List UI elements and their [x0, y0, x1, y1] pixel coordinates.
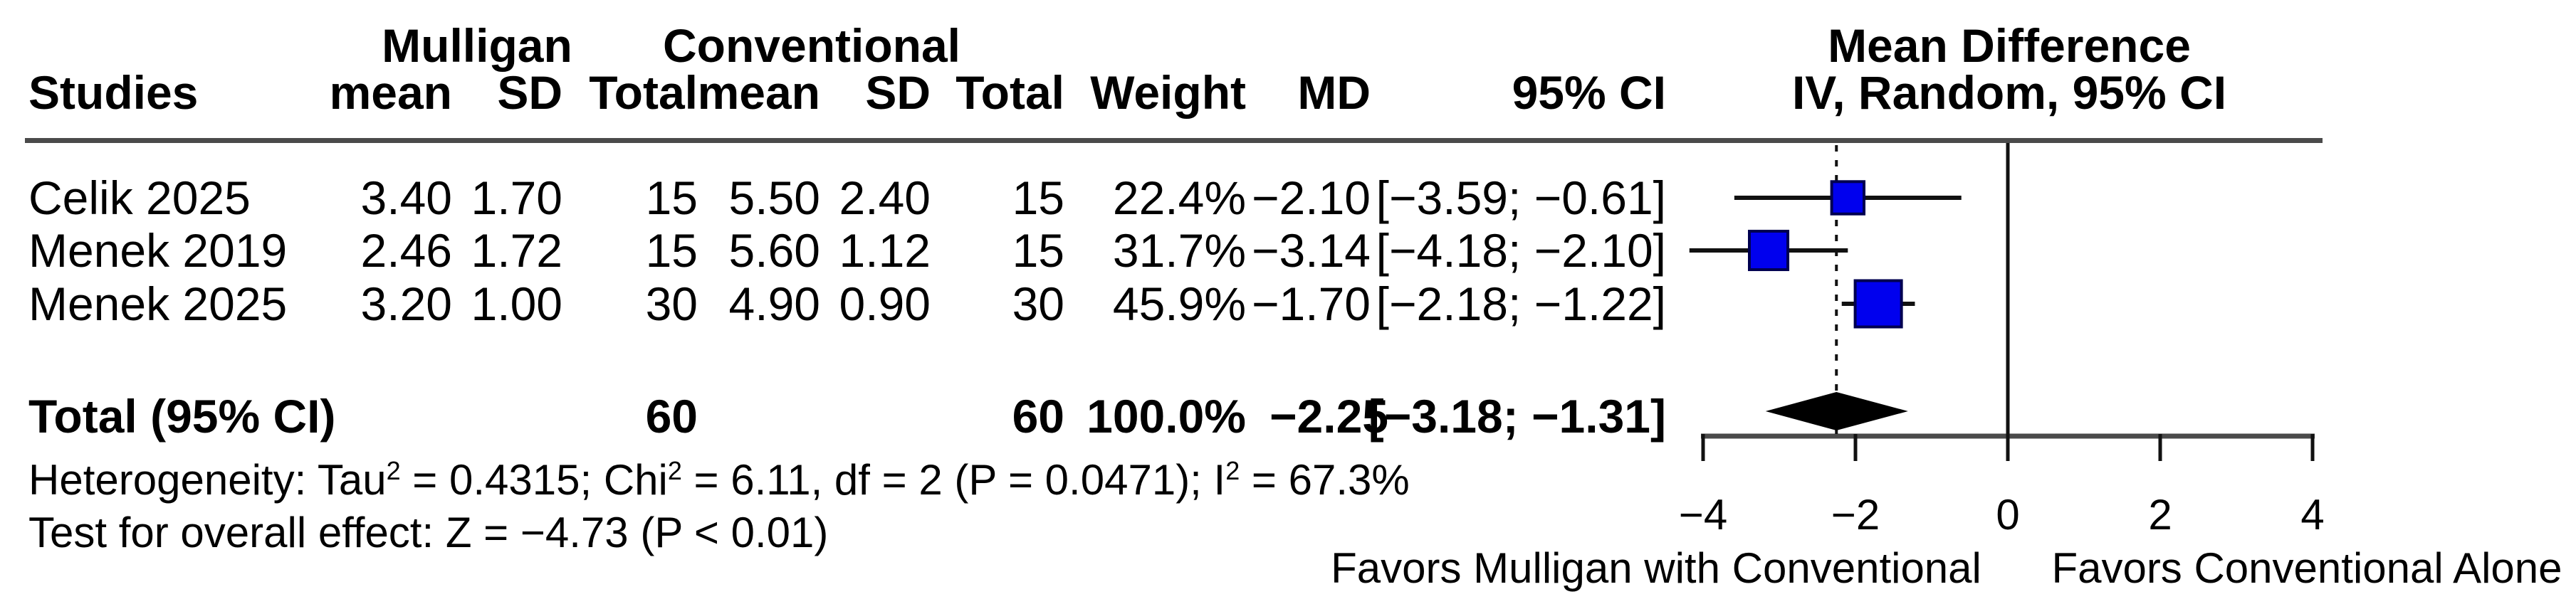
- column-header-weight: Weight: [1090, 66, 1246, 119]
- axis-tick-label: 2: [2148, 491, 2172, 539]
- heterogeneity-stats: Heterogeneity: Tau2 = 0.4315; Chi2 = 6.1…: [28, 456, 1410, 504]
- conventional-total: 15: [1012, 171, 1064, 224]
- group-header-conventional: Conventional: [662, 19, 960, 72]
- mulligan-total: 30: [645, 277, 698, 330]
- total-conventional-n: 60: [1012, 390, 1064, 443]
- conventional-mean: 5.60: [728, 224, 820, 277]
- mulligan-sd: 1.72: [471, 224, 562, 277]
- favors-left-label: Favors Mulligan with Conventional: [1331, 544, 1981, 592]
- total-mulligan-n: 60: [645, 390, 698, 443]
- weight-value: 31.7%: [1112, 224, 1246, 277]
- axis-tick-label: −4: [1679, 491, 1727, 539]
- study-label: Menek 2019: [28, 224, 288, 277]
- study-square-marker: [1747, 229, 1790, 272]
- axis-tick-label: 4: [2300, 491, 2324, 539]
- effect-header-line2: IV, Random, 95% CI: [1791, 66, 2227, 119]
- total-label: Total (95% CI): [28, 390, 336, 443]
- mulligan-total: 15: [645, 224, 698, 277]
- mulligan-mean: 3.20: [360, 277, 452, 330]
- column-header-ci: 95% CI: [1512, 66, 1666, 119]
- mulligan-mean: 2.46: [360, 224, 452, 277]
- conventional-sd: 2.40: [839, 171, 931, 224]
- total-ci: [−3.18; −1.31]: [1368, 390, 1666, 443]
- column-header-mulligan-sd: SD: [497, 66, 562, 119]
- md-value: −1.70: [1252, 277, 1371, 330]
- mulligan-mean: 3.40: [360, 171, 452, 224]
- column-header-conventional-mean: mean: [697, 66, 820, 119]
- mulligan-total: 15: [645, 171, 698, 224]
- conventional-total: 15: [1012, 224, 1064, 277]
- conventional-sd: 0.90: [839, 277, 931, 330]
- conventional-sd: 1.12: [839, 224, 931, 277]
- favors-right-label: Favors Conventional Alone: [2051, 544, 2562, 592]
- study-square-marker: [1830, 180, 1866, 216]
- total-weight: 100.0%: [1087, 390, 1246, 443]
- group-header-mulligan: Mulligan: [382, 19, 572, 72]
- effect-header-line1: Mean Difference: [1828, 19, 2191, 72]
- column-header-studies: Studies: [28, 66, 199, 119]
- column-header-md: MD: [1297, 66, 1371, 119]
- ci-value: [−2.18; −1.22]: [1376, 277, 1666, 330]
- ci-value: [−3.59; −0.61]: [1376, 171, 1666, 224]
- weight-value: 22.4%: [1112, 171, 1246, 224]
- axis-tick-label: −2: [1831, 491, 1880, 539]
- md-value: −3.14: [1252, 224, 1371, 277]
- mulligan-sd: 1.00: [471, 277, 562, 330]
- column-header-conventional-total: Total: [955, 66, 1064, 119]
- md-value: −2.10: [1252, 171, 1371, 224]
- pooled-diamond: [1765, 392, 1908, 430]
- column-header-mulligan-total: Total: [589, 66, 698, 119]
- column-header-mulligan-mean: mean: [329, 66, 452, 119]
- conventional-total: 30: [1012, 277, 1064, 330]
- overall-effect-test: Test for overall effect: Z = −4.73 (P < …: [28, 509, 829, 556]
- study-label: Menek 2025: [28, 277, 288, 330]
- axis-tick-label: 0: [1996, 491, 2019, 539]
- column-header-conventional-sd: SD: [865, 66, 931, 119]
- conventional-mean: 4.90: [728, 277, 820, 330]
- study-square-marker: [1853, 279, 1903, 329]
- ci-value: [−4.18; −2.10]: [1376, 224, 1666, 277]
- weight-value: 45.9%: [1112, 277, 1246, 330]
- mulligan-sd: 1.70: [471, 171, 562, 224]
- conventional-mean: 5.50: [728, 171, 820, 224]
- total-md: −2.25: [1269, 390, 1388, 443]
- study-label: Celik 2025: [28, 171, 251, 224]
